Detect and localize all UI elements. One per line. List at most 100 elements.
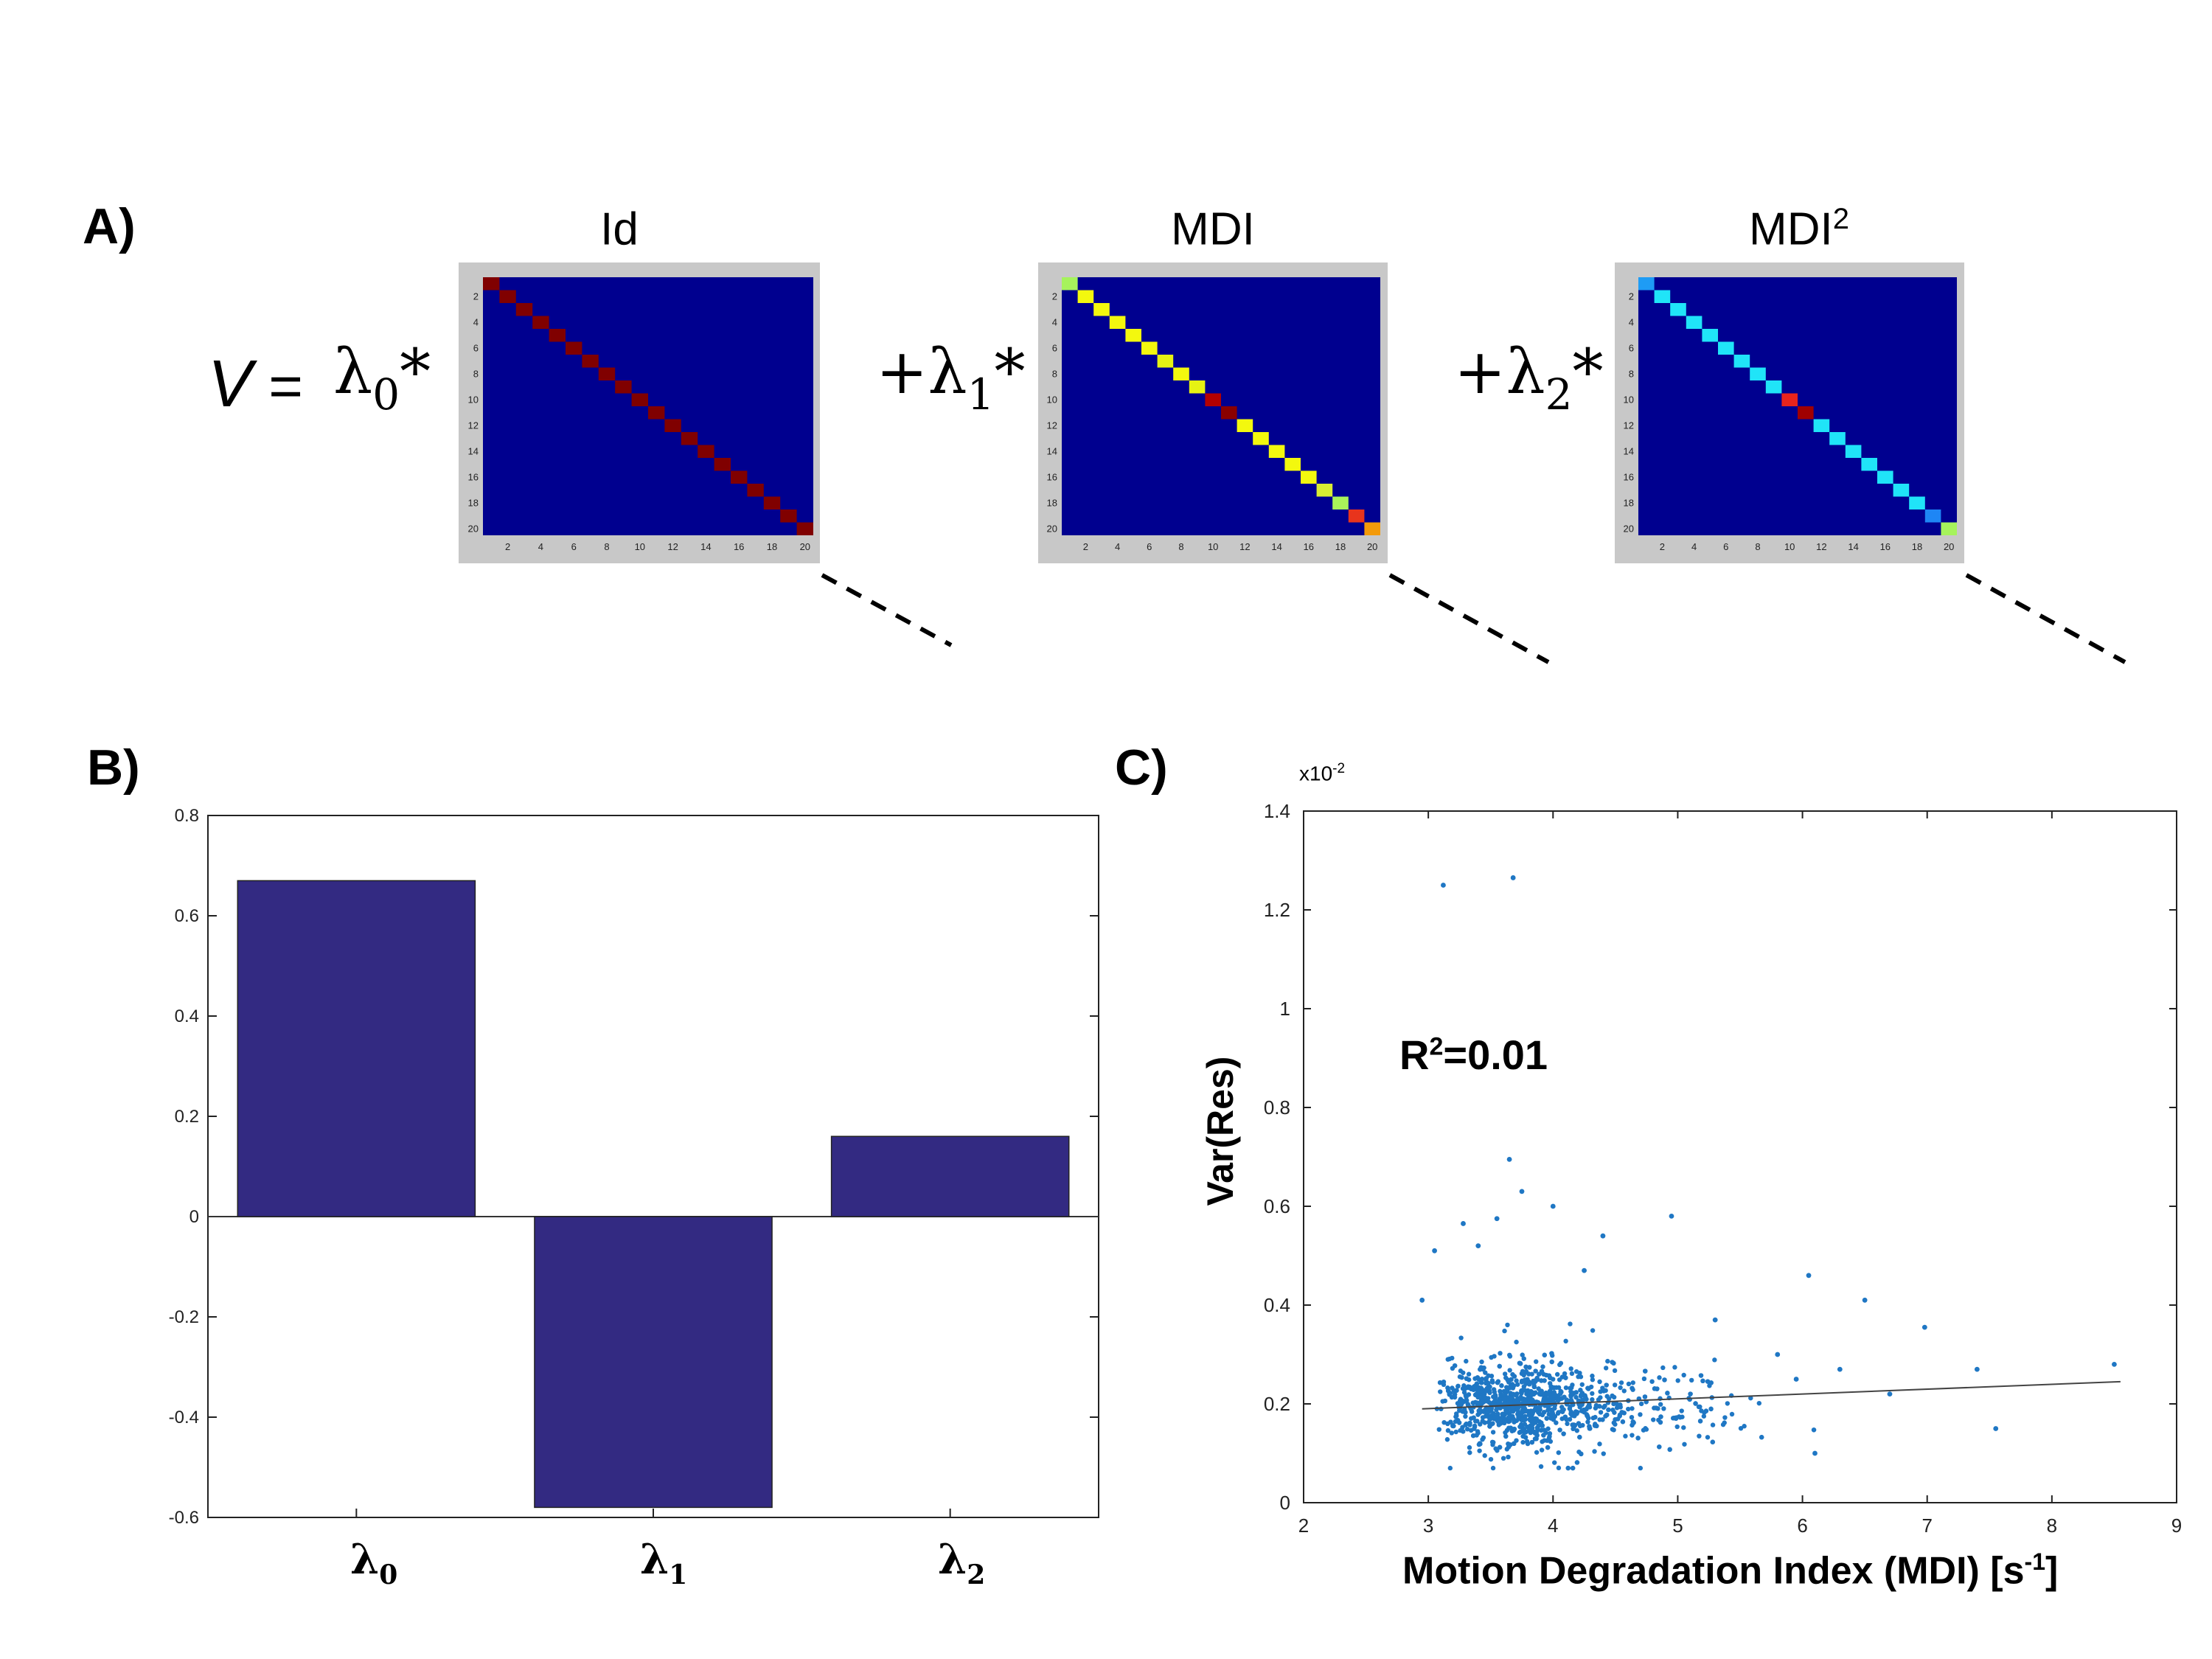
bar-ytick-label-6: 0.6 — [175, 906, 199, 926]
scatter-point — [1479, 1377, 1485, 1382]
matrix-1-cell-6 — [1141, 341, 1158, 355]
matrix-2-cell-20 — [1941, 522, 1957, 535]
scatter-point — [1602, 1403, 1607, 1409]
scatter-point — [1598, 1389, 1603, 1394]
scatter-point — [1541, 1433, 1546, 1438]
scatter-point — [1561, 1431, 1566, 1436]
scatter-point — [1475, 1429, 1481, 1434]
scatter-point — [1558, 1388, 1563, 1394]
scatter-point — [1534, 1450, 1540, 1455]
matrix-2-ytick: 20 — [1624, 523, 1634, 534]
scatter-point — [1547, 1431, 1553, 1436]
matrix-1-cell-13 — [1253, 432, 1269, 445]
scatter-xtick-label-4: 6 — [1797, 1514, 1807, 1537]
scatter-point — [1738, 1425, 1744, 1431]
scatter-point — [1574, 1428, 1580, 1433]
matrix-0-continuation-dash — [821, 573, 953, 647]
scatter-point — [1461, 1390, 1467, 1395]
scatter-point — [1471, 1415, 1476, 1420]
matrix-0-xtick: 14 — [700, 541, 711, 552]
scatter-point — [1500, 1455, 1506, 1461]
matrix-1-xtick: 16 — [1304, 541, 1314, 552]
scatter-point — [1710, 1439, 1715, 1444]
scatter-point — [1458, 1368, 1464, 1374]
scatter-point — [1720, 1422, 1726, 1427]
scatter-point — [1540, 1364, 1545, 1369]
scatter-ytick-label-5: 1 — [1280, 998, 1290, 1020]
scatter-point — [1569, 1371, 1575, 1377]
panel-label-a: A) — [83, 198, 136, 254]
scatter-point-outlier — [1550, 1203, 1556, 1209]
x-label-text: Motion Degradation Index (MDI) [s — [1402, 1549, 2025, 1593]
scatter-point — [1453, 1429, 1458, 1435]
matrix-0-cell-18 — [763, 496, 781, 509]
scatter-point — [1662, 1377, 1667, 1382]
scatter-point — [1606, 1407, 1611, 1413]
cat1-sub: 1 — [669, 1559, 688, 1590]
scatter-point — [1573, 1394, 1579, 1400]
scatter-point — [1499, 1383, 1504, 1388]
scatter-point-outlier — [1519, 1189, 1525, 1194]
scatter-point — [1579, 1382, 1585, 1387]
scatter-point — [1681, 1372, 1686, 1378]
matrix-2-cell-7 — [1733, 355, 1750, 368]
matrix-1-continuation-dash — [1388, 573, 1550, 664]
scatter-point — [1521, 1384, 1527, 1389]
scatter-point-outlier — [1974, 1366, 1980, 1372]
scatter-point — [1592, 1423, 1598, 1428]
scatter-ytick-label-6: 1.2 — [1264, 899, 1290, 921]
scatter-point — [1523, 1364, 1528, 1370]
matrix-0-ytick: 16 — [468, 471, 479, 482]
scatter-point — [1548, 1398, 1553, 1403]
matrix-0-xtick: 20 — [800, 541, 810, 552]
scatter-point — [1626, 1406, 1631, 1412]
scatter-point — [1587, 1424, 1592, 1429]
matrix-1-cell-7 — [1157, 355, 1174, 368]
scatter-point — [1556, 1465, 1562, 1471]
scatter-point — [1626, 1381, 1632, 1387]
scatter-point — [1674, 1424, 1680, 1430]
bar-category-label-2: λ2 — [938, 1535, 985, 1590]
scatter-point — [1539, 1447, 1545, 1453]
scatter-point — [1509, 1377, 1514, 1382]
matrix-2-continuation-dash — [1965, 573, 2126, 664]
scatter-point — [1523, 1388, 1528, 1394]
scatter-point — [1504, 1427, 1510, 1433]
term1-symbol: λ — [928, 335, 967, 408]
matrix-2-ytick: 16 — [1624, 471, 1634, 482]
scatter-point — [1585, 1419, 1590, 1425]
scatter-point — [1529, 1392, 1534, 1397]
scatter-point — [1458, 1398, 1463, 1403]
scatter-point — [1515, 1396, 1520, 1402]
scatter-point — [1484, 1376, 1489, 1381]
scatter-point — [1464, 1427, 1470, 1432]
scatter-point — [1759, 1435, 1764, 1440]
scatter-point — [1439, 1406, 1444, 1412]
scatter-point — [1463, 1410, 1468, 1415]
scatter-y-axis-label: Var(Res) — [1200, 1056, 1241, 1206]
scatter-point-outlier — [1712, 1317, 1718, 1323]
scatter-point — [1597, 1404, 1602, 1409]
scatter-point — [1463, 1413, 1468, 1419]
scatter-point — [1554, 1371, 1560, 1377]
scatter-point — [1568, 1393, 1573, 1398]
scatter-point — [1612, 1368, 1618, 1374]
matrix-1-xtick: 14 — [1271, 541, 1281, 552]
scatter-point — [1497, 1444, 1503, 1450]
scatter-point — [1585, 1385, 1590, 1391]
scatter-point — [1498, 1388, 1503, 1394]
matrix-1-xtick: 2 — [1083, 541, 1088, 552]
scatter-point — [1498, 1417, 1503, 1422]
scatter-point-outlier — [1475, 1243, 1481, 1248]
scatter-point — [1449, 1394, 1455, 1400]
matrix-1-cell-10 — [1205, 393, 1221, 406]
matrix-1-cell-15 — [1284, 458, 1301, 471]
scatter-point — [1618, 1402, 1623, 1408]
scatter-point — [1600, 1385, 1605, 1391]
scatter-point — [1559, 1396, 1565, 1401]
scatter-point-outlier — [1793, 1377, 1799, 1382]
scatter-point — [1623, 1433, 1628, 1439]
scatter-point — [1722, 1415, 1728, 1420]
matrix-0-xtick: 4 — [538, 541, 543, 552]
scatter-point — [1630, 1433, 1635, 1438]
